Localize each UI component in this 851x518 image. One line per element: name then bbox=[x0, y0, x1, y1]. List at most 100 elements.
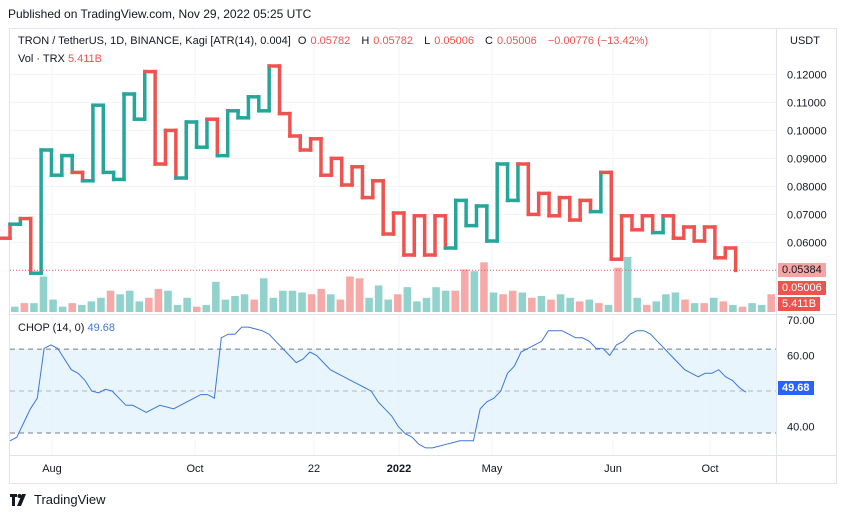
volume-bar bbox=[748, 303, 756, 312]
volume-bar bbox=[250, 299, 258, 312]
chop-tick-label: 70.00 bbox=[787, 315, 815, 327]
brand-name: TradingView bbox=[34, 492, 106, 507]
volume-bar bbox=[11, 306, 19, 312]
volume-legend: Vol · TRX 5.411B bbox=[18, 53, 102, 65]
last-price-badge: 0.05006 bbox=[778, 281, 826, 295]
chart-frame bbox=[9, 28, 837, 484]
time-tick-label: Oct bbox=[701, 463, 718, 475]
volume-bar bbox=[384, 299, 392, 312]
volume-bar bbox=[709, 297, 718, 312]
volume-bar bbox=[757, 304, 766, 312]
price-tick-label: 0.07000 bbox=[787, 209, 827, 221]
volume-bar bbox=[173, 304, 182, 312]
volume-bar bbox=[681, 299, 689, 312]
volume-bar bbox=[441, 290, 450, 312]
volume-bar bbox=[690, 303, 699, 312]
chop-badge: 49.68 bbox=[778, 381, 814, 395]
time-tick-label: Oct bbox=[186, 463, 203, 475]
time-tick-label: 2022 bbox=[387, 463, 411, 475]
price-tick-label: 0.09000 bbox=[787, 153, 827, 165]
tradingview-logo-icon bbox=[10, 493, 26, 506]
low-label: L bbox=[424, 35, 431, 47]
volume-bar bbox=[403, 287, 412, 312]
volume-bar bbox=[614, 267, 622, 312]
volume-label: Vol · TRX bbox=[18, 53, 65, 65]
volume-bar bbox=[652, 301, 661, 312]
volume-bar bbox=[671, 292, 680, 312]
volume-bar bbox=[508, 290, 517, 312]
price-tick-label: 0.12000 bbox=[787, 69, 827, 81]
volume-bar bbox=[422, 297, 431, 312]
volume-bar bbox=[470, 271, 479, 312]
price-tick-label: 0.11000 bbox=[787, 97, 826, 109]
volume-bar bbox=[97, 297, 105, 312]
volume-bar bbox=[221, 299, 230, 312]
volume-bar bbox=[269, 297, 278, 312]
volume-badge: 5.411B bbox=[778, 297, 821, 311]
volume-bar bbox=[374, 285, 383, 312]
close-label: C bbox=[485, 35, 493, 47]
chop-tick-label: 40.00 bbox=[787, 422, 815, 434]
volume-bar bbox=[537, 296, 546, 312]
close-value: 0.05006 bbox=[497, 35, 537, 47]
volume-bar bbox=[259, 278, 268, 312]
low-value: 0.05006 bbox=[434, 35, 474, 47]
volume-bar bbox=[68, 303, 77, 312]
time-tick-label: Jun bbox=[604, 463, 622, 475]
high-label: H bbox=[361, 35, 370, 47]
volume-bar bbox=[125, 290, 134, 312]
volume-bar bbox=[767, 294, 775, 312]
volume-bar bbox=[307, 294, 316, 312]
volume-bar bbox=[30, 303, 38, 312]
volume-bar bbox=[240, 294, 249, 312]
tradingview-logo[interactable]: TradingView bbox=[10, 492, 106, 507]
volume-bar bbox=[528, 297, 536, 312]
volume-bar bbox=[595, 303, 603, 312]
volume-bar bbox=[547, 299, 555, 312]
time-tick-label: May bbox=[482, 463, 503, 475]
volume-bar bbox=[604, 304, 613, 312]
volume-bar bbox=[326, 294, 335, 312]
volume-bar bbox=[623, 257, 632, 312]
volume-bar bbox=[355, 278, 364, 312]
volume-bar bbox=[336, 299, 345, 312]
volume-bar bbox=[432, 287, 440, 312]
volume-bar bbox=[20, 303, 29, 312]
prev-close-badge: 0.05384 bbox=[778, 263, 826, 277]
volume-bar bbox=[556, 294, 565, 312]
volume-bar bbox=[298, 292, 306, 312]
price-tick-label: 0.10000 bbox=[787, 125, 827, 137]
chart-legend: TRON / TetherUS, 1D, BINANCE, Kagi [ATR(… bbox=[18, 35, 652, 47]
volume-bar bbox=[164, 290, 172, 312]
volume-bar bbox=[719, 301, 728, 312]
volume-bar bbox=[662, 294, 670, 312]
symbol-label: TRON / TetherUS, 1D, BINANCE, Kagi [ATR(… bbox=[18, 35, 291, 47]
volume-bar bbox=[700, 303, 708, 312]
time-tick-label: 22 bbox=[308, 463, 320, 475]
volume-bar bbox=[633, 297, 641, 312]
volume-bar bbox=[480, 262, 488, 312]
volume-bar bbox=[489, 292, 498, 312]
volume-bar bbox=[642, 304, 651, 312]
volume-bar bbox=[87, 301, 96, 312]
volume-bar bbox=[39, 276, 48, 312]
volume-bar bbox=[192, 306, 201, 312]
change-value: −0.00776 (−13.42%) bbox=[547, 35, 649, 47]
volume-bar bbox=[499, 294, 507, 312]
time-tick-label: Aug bbox=[42, 463, 62, 475]
volume-bar bbox=[738, 306, 747, 312]
chop-line bbox=[9, 326, 747, 449]
volume-bar bbox=[566, 297, 574, 312]
volume-bar bbox=[106, 290, 115, 312]
volume-bar bbox=[346, 276, 354, 312]
volume-bar bbox=[279, 290, 287, 312]
volume-bar bbox=[585, 299, 594, 312]
volume-value: 5.411B bbox=[67, 53, 102, 65]
volume-bar bbox=[575, 301, 584, 312]
volume-bar bbox=[58, 306, 67, 312]
open-label: O bbox=[297, 35, 307, 47]
volume-bar bbox=[116, 294, 124, 312]
volume-bar bbox=[183, 297, 191, 312]
high-value: 0.05782 bbox=[373, 35, 414, 47]
